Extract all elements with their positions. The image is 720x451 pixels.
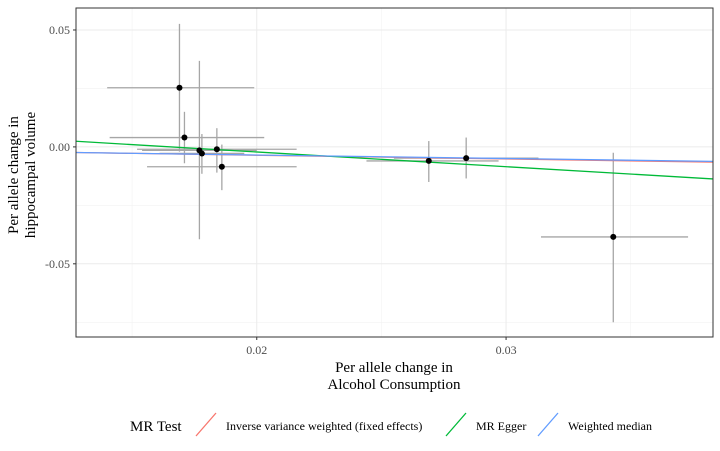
x-axis-title-line1: Per allele change in (335, 360, 453, 376)
panel-border (75, 7, 714, 338)
plot-area (75, 7, 714, 338)
data-point (218, 163, 225, 170)
legend-key-line (195, 412, 217, 437)
legend-key-line (537, 412, 559, 437)
y-axis-title-line1: Per allele change in (6, 116, 22, 234)
data-point (198, 150, 205, 157)
legend-title: MR Test (130, 419, 182, 435)
axes: 0.02 0.03 0.05 0.00 -0.05 (45, 23, 517, 357)
data-point (213, 146, 220, 153)
x-tick-label: 0.02 (246, 343, 267, 357)
legend-key-line (445, 412, 467, 437)
legend-label: MR Egger (476, 419, 526, 433)
axis-titles: Per allele change in Alcohol Consumption… (6, 112, 461, 393)
legend-label: Inverse variance weighted (fixed effects… (226, 419, 422, 433)
panel-background (76, 8, 713, 337)
x-axis-title-line2: Alcohol Consumption (328, 377, 461, 393)
data-point (425, 157, 432, 164)
legend: MR Test Inverse variance weighted (fixed… (130, 412, 652, 437)
x-tick-label: 0.03 (496, 343, 517, 357)
y-tick-label: 0.05 (49, 23, 70, 37)
data-point (463, 155, 470, 162)
y-axis-title-line2: hippocampal volume (23, 112, 39, 239)
data-point (610, 233, 617, 240)
regression-line (75, 140, 714, 180)
data-point (181, 134, 188, 141)
y-tick-label: 0.00 (49, 140, 70, 154)
regression-line (75, 151, 714, 163)
legend-label: Weighted median (568, 419, 652, 433)
y-tick-label: -0.05 (45, 257, 70, 271)
data-point (176, 84, 183, 91)
